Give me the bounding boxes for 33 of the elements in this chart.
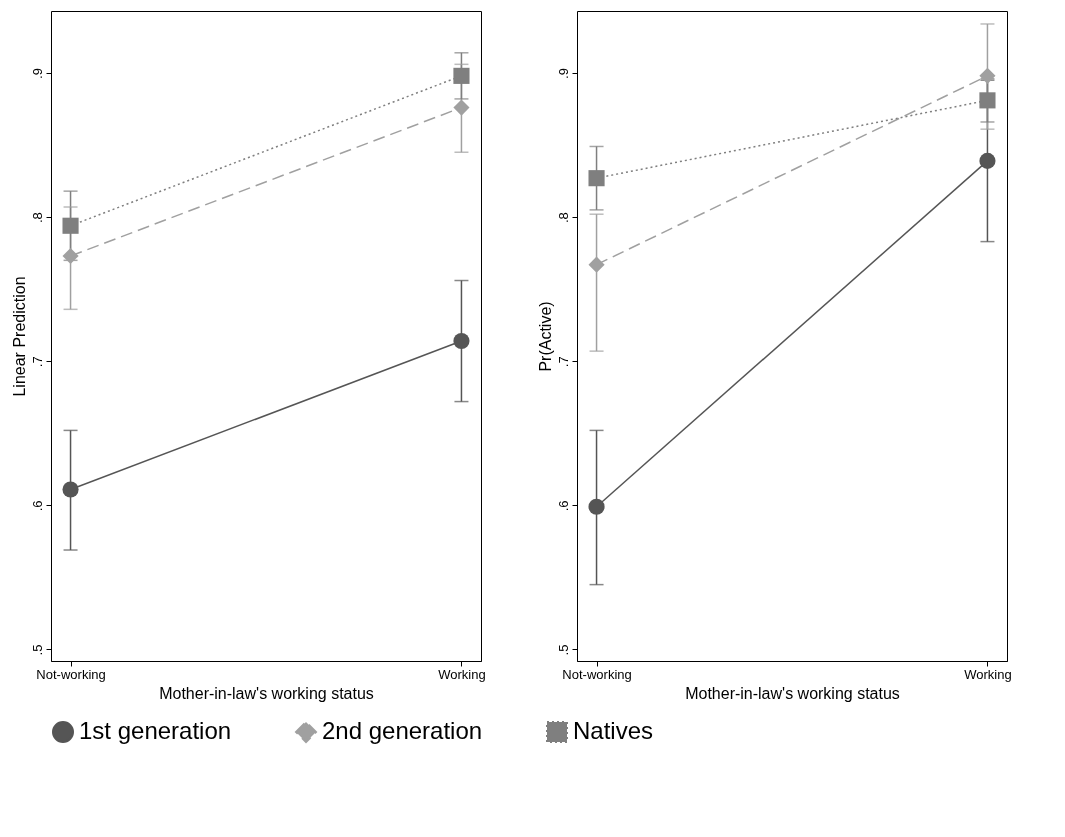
y-axis-title: Pr(Active) (536, 301, 554, 372)
point (979, 92, 996, 109)
point (588, 498, 605, 515)
point (588, 256, 605, 273)
y-tick-label: .9 (555, 68, 571, 79)
x-tick-label: Not-working (562, 666, 632, 682)
x-axis-title: Mother-in-law's working status (685, 684, 900, 702)
y-tick-label: .7 (29, 356, 45, 368)
point (62, 247, 79, 265)
point (979, 67, 996, 84)
x-axis-title: Mother-in-law's working status (159, 684, 374, 702)
y-tick-label: .7 (555, 356, 571, 368)
x-tick-label: Working (438, 666, 486, 682)
point (62, 481, 79, 498)
y-axis-title: Linear Prediction (10, 276, 28, 397)
y-tick-label: .8 (29, 212, 45, 224)
point (453, 99, 470, 116)
legend-label: Natives (573, 717, 654, 744)
y-tick-label: .6 (29, 500, 45, 512)
point (453, 333, 470, 350)
x-tick-label: Not-working (36, 666, 106, 682)
point (62, 217, 79, 234)
point (588, 170, 605, 187)
y-tick-label: .5 (29, 644, 45, 656)
legend-label: 1st generation (79, 717, 232, 744)
y-tick-label: .6 (555, 500, 571, 512)
x-tick-label: Working (964, 666, 1012, 682)
point (979, 152, 996, 169)
y-tick-label: .5 (555, 644, 571, 656)
y-tick-label: .9 (29, 68, 45, 79)
point (453, 67, 470, 84)
y-tick-label: .8 (555, 212, 571, 224)
legend-label: 2nd generation (322, 717, 483, 744)
